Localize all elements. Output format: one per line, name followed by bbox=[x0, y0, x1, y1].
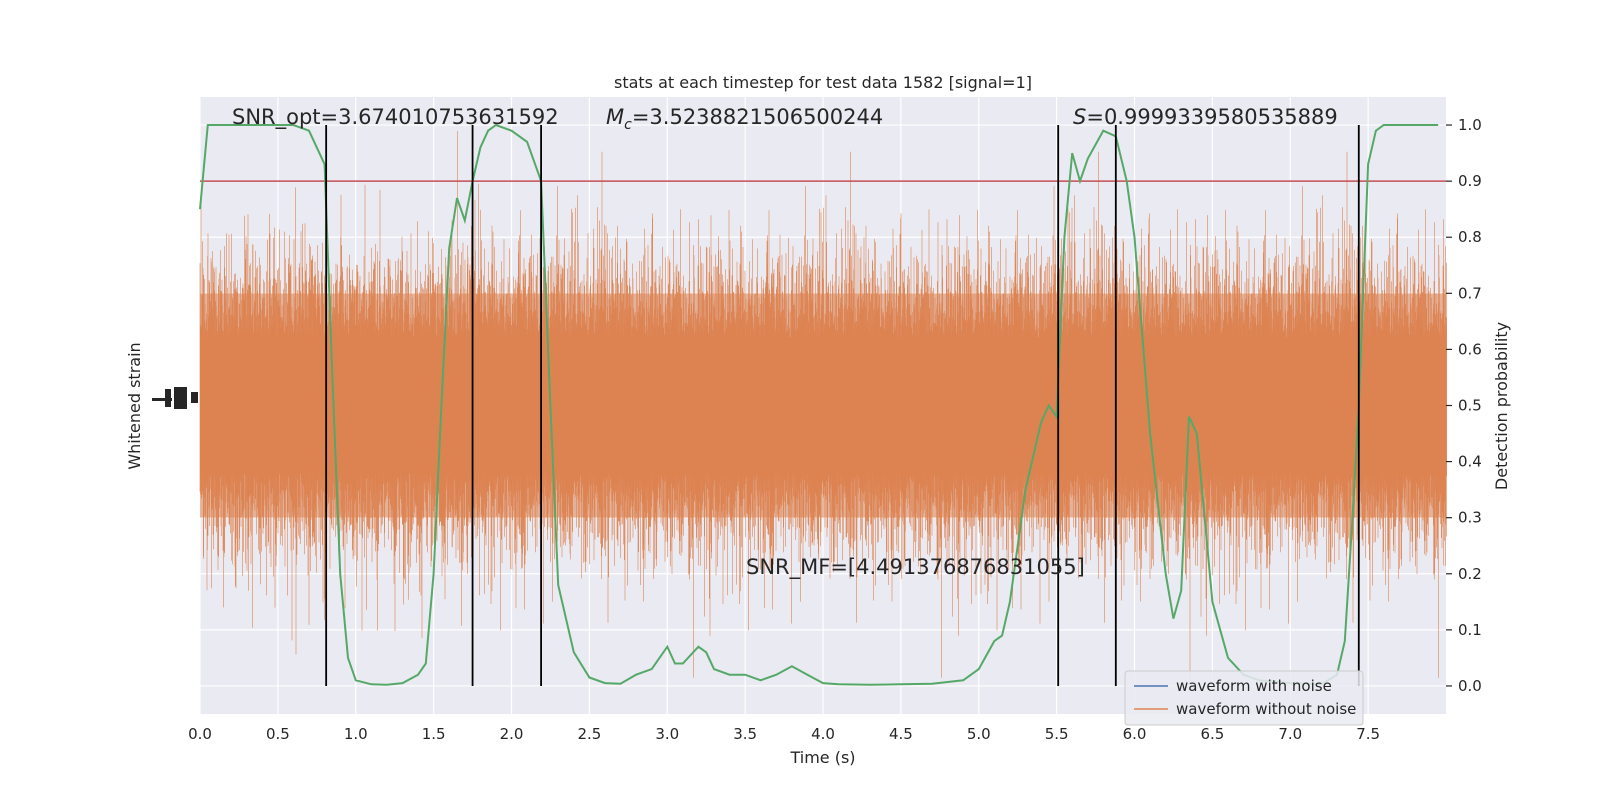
snr-opt-annotation: SNR_opt=3.674010753631592 bbox=[232, 105, 559, 130]
x-tick-label: 2.0 bbox=[500, 725, 524, 743]
y-tick-label: 0.6 bbox=[1458, 340, 1482, 358]
chirp-mass-annotation: Mc=3.5238821506500244 bbox=[606, 105, 883, 133]
y-tick-label: 0.5 bbox=[1458, 397, 1482, 415]
x-tick-label: 6.5 bbox=[1200, 725, 1224, 743]
x-tick-label: 3.5 bbox=[733, 725, 757, 743]
x-tick-label: 4.5 bbox=[889, 725, 913, 743]
left-axis-tick-clutter bbox=[152, 387, 198, 409]
y-axis-label-right: Detection probability bbox=[1492, 322, 1511, 490]
statistic-annotation: S=0.9999339580535889 bbox=[1073, 105, 1338, 129]
waveform-core-band bbox=[200, 293, 1446, 518]
y-tick-label: 0.0 bbox=[1458, 677, 1482, 695]
detection-probability-line bbox=[199, 123, 1439, 686]
y-axis-label-left: Whitened strain bbox=[125, 342, 144, 469]
x-tick-label: 4.0 bbox=[811, 725, 835, 743]
detection-probability-series bbox=[199, 123, 1439, 686]
y-tick-label: 0.3 bbox=[1458, 509, 1482, 527]
waveform-without-noise-series bbox=[199, 131, 1447, 678]
x-tick-label: 5.5 bbox=[1045, 725, 1069, 743]
x-tick-label: 0.5 bbox=[266, 725, 290, 743]
y-tick-label: 0.1 bbox=[1458, 621, 1482, 639]
x-tick-label: 3.0 bbox=[655, 725, 679, 743]
x-axis-ticks: 0.0 0.5 1.0 1.5 2.0 2.5 3.0 3.5 4.0 4.5 5.0 5.5 6.0 6… bbox=[188, 725, 1380, 743]
legend-label-without-noise: waveform without noise bbox=[1176, 700, 1356, 718]
x-tick-label: 7.0 bbox=[1278, 725, 1302, 743]
y-right-axis-ticks: 0.0 0.1 0.2 0.3 0.4 0.5 0.6 0.7 0.8 0.9 1.0 bbox=[1446, 116, 1482, 695]
legend-label-with-noise: waveform with noise bbox=[1176, 677, 1332, 695]
y-tick-label: 1.0 bbox=[1458, 116, 1482, 134]
chirp-mass-symbol: M bbox=[606, 105, 624, 129]
statistic-symbol: S bbox=[1073, 105, 1086, 129]
x-tick-label: 5.0 bbox=[967, 725, 991, 743]
statistic-value: =0.9999339580535889 bbox=[1086, 105, 1337, 129]
x-tick-label: 0.0 bbox=[188, 725, 212, 743]
x-axis-label: Time (s) bbox=[789, 748, 855, 767]
y-tick-label: 0.4 bbox=[1458, 453, 1482, 471]
x-tick-label: 1.5 bbox=[422, 725, 446, 743]
legend: waveform with noise waveform without noi… bbox=[1124, 670, 1364, 726]
chirp-mass-subscript: c bbox=[624, 117, 632, 133]
legend-box bbox=[1124, 670, 1364, 726]
y-tick-label: 0.7 bbox=[1458, 284, 1482, 302]
snr-mf-annotation: SNR_MF=[4.491376876831055] bbox=[746, 555, 1085, 580]
x-tick-label: 6.0 bbox=[1123, 725, 1147, 743]
y-tick-label: 0.9 bbox=[1458, 172, 1482, 190]
y-tick-label: 0.2 bbox=[1458, 565, 1482, 583]
x-tick-label: 2.5 bbox=[577, 725, 601, 743]
chirp-mass-value: =3.5238821506500244 bbox=[632, 105, 883, 129]
chart-title: stats at each timestep for test data 158… bbox=[614, 73, 1032, 92]
x-tick-label: 7.5 bbox=[1356, 725, 1380, 743]
event-vertical-lines bbox=[325, 125, 1360, 686]
x-tick-label: 1.0 bbox=[344, 725, 368, 743]
y-tick-label: 0.8 bbox=[1458, 228, 1482, 246]
